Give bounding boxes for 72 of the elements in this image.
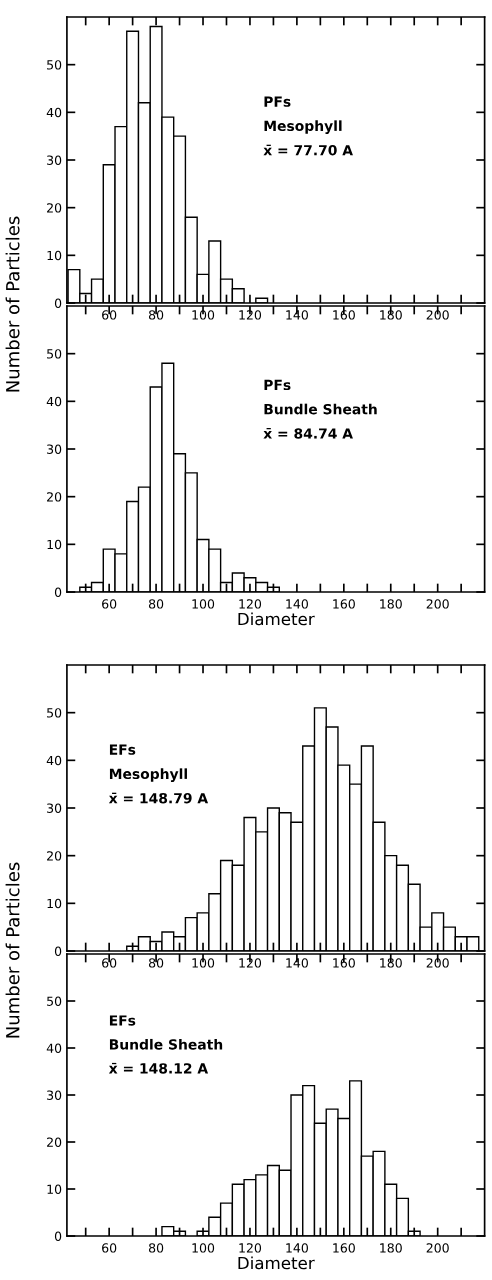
y-tick-label: 10 [47, 250, 62, 261]
x-tick-label: 80 [148, 1243, 164, 1253]
y-tick-label: 30 [47, 803, 62, 813]
annotation: x̄ = 84.74 A [263, 427, 353, 439]
y-tick-label: 50 [47, 60, 62, 70]
annotation: PFs [264, 379, 291, 391]
y-tick-label: 0 [54, 298, 62, 308]
y-tick-label: 20 [47, 1137, 62, 1147]
x-tick-label: 100 [192, 958, 215, 968]
x-tick-label: 80 [148, 599, 164, 609]
annotation: x̄ = 77.70 A [263, 144, 353, 156]
x-tick-label: 60 [102, 310, 117, 320]
y-tick-label: 0 [54, 587, 62, 597]
x-tick-label: 180 [380, 958, 402, 968]
y-tick-label: 20 [47, 851, 62, 861]
x-tick-label: 140 [286, 599, 308, 609]
x-tick-label: 160 [333, 599, 355, 609]
annotation: x̄ = 148.12 A [108, 1062, 209, 1074]
x-tick-label: 120 [239, 310, 262, 320]
x-tick-label: 80 [148, 310, 164, 320]
x-tick-label: 60 [102, 599, 117, 609]
y-tick-label: 20 [47, 203, 62, 213]
y-tick-label: 50 [47, 349, 62, 359]
y-tick-label: 30 [47, 155, 62, 165]
y-axis-title: Number of Particles [5, 862, 20, 1038]
x-tick-label: 200 [426, 599, 449, 609]
x-tick-label: 100 [192, 1243, 215, 1253]
y-axis-title: Number of Particles [5, 216, 20, 392]
x-tick-label: 80 [148, 958, 164, 968]
x-axis-title: Diameter [238, 612, 315, 626]
x-tick-label: 160 [333, 958, 355, 968]
y-tick-label: 20 [47, 492, 62, 502]
y-tick-label: 40 [46, 396, 62, 407]
y-tick-label: 40 [46, 1043, 62, 1053]
x-tick-label: 180 [380, 310, 402, 320]
y-tick-label: 10 [47, 898, 62, 909]
y-tick-label: 50 [47, 708, 62, 718]
annotation: Mesophyll [109, 768, 187, 782]
x-tick-label: 140 [286, 1243, 308, 1253]
y-tick-label: 10 [47, 539, 62, 550]
y-tick-label: 0 [54, 1231, 62, 1241]
y-tick-label: 40 [46, 755, 62, 766]
x-tick-label: 120 [239, 599, 262, 609]
annotation: x̄ = 148.79 A [108, 792, 209, 804]
y-tick-label: 10 [47, 1184, 62, 1194]
x-tick-label: 200 [426, 958, 449, 968]
x-tick-label: 140 [286, 310, 308, 320]
x-tick-label: 140 [286, 958, 308, 968]
x-tick-label: 120 [239, 1243, 262, 1253]
annotation: EFs [109, 1015, 136, 1026]
y-tick-label: 30 [47, 444, 62, 454]
y-tick-label: 50 [47, 996, 62, 1006]
x-tick-label: 100 [192, 599, 215, 609]
x-tick-label: 60 [102, 958, 117, 968]
annotation: EFs [109, 744, 136, 755]
x-axis-title: Diameter [238, 1256, 315, 1270]
x-tick-label: 200 [426, 310, 449, 320]
x-tick-label: 100 [192, 310, 215, 320]
annotation: Bundle Sheath [109, 1038, 223, 1050]
x-tick-label: 200 [426, 1243, 449, 1253]
y-tick-label: 30 [47, 1090, 62, 1100]
annotation: Bundle Sheath [264, 403, 377, 415]
annotation: PFs [264, 96, 291, 107]
x-tick-label: 180 [380, 599, 402, 609]
y-tick-label: 0 [54, 946, 62, 956]
y-tick-label: 40 [46, 107, 62, 118]
x-tick-label: 160 [333, 1243, 355, 1253]
x-tick-label: 160 [333, 310, 355, 320]
annotation: Mesophyll [264, 120, 342, 134]
x-tick-label: 120 [239, 958, 262, 968]
x-tick-label: 60 [102, 1243, 117, 1253]
x-tick-label: 180 [380, 1243, 402, 1253]
